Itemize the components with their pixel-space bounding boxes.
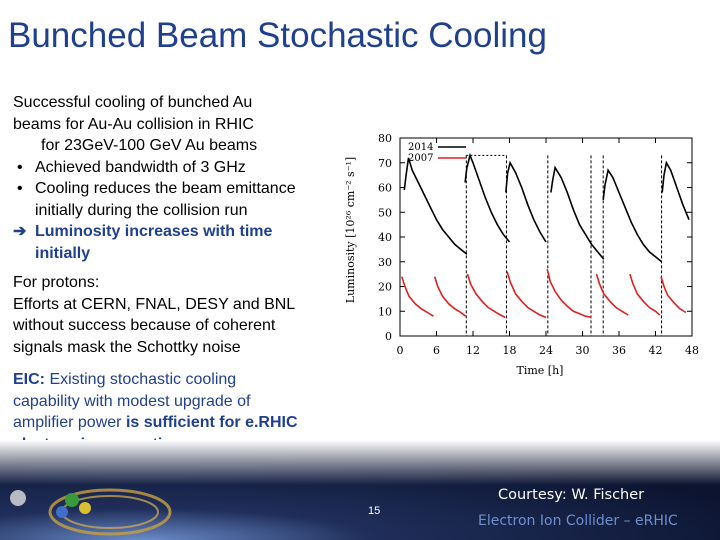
eic-line-1: Existing stochastic cooling <box>45 371 237 388</box>
protons-line-2: Efforts at CERN, FNAL, DESY and BNL <box>13 295 296 313</box>
protons-line-3: without success because of coherent <box>13 317 276 334</box>
y-tick-label: 20 <box>378 281 392 294</box>
series-2014-line <box>464 152 511 243</box>
y-tick-label: 10 <box>378 305 392 318</box>
luminosity-conclusion-a: Luminosity increases with time <box>35 223 273 240</box>
courtesy-note: Courtesy: W. Fischer <box>498 487 645 503</box>
luminosity-conclusion: ➔ Luminosity increases with time initial… <box>13 221 343 264</box>
arrow-icon: ➔ <box>13 223 27 240</box>
eic-line-2: capability with modest upgrade of <box>13 392 251 410</box>
luminosity-chart: 0 10 20 30 40 50 60 70 80 0 6 12 18 24 30 36 42 48 201420… <box>344 132 699 377</box>
series-2014-line <box>661 160 690 221</box>
protons-text: For protons: Efforts at CERN, FNAL, DESY… <box>13 272 353 358</box>
bullet-emittance: • Cooling reduces the beam emittance ini… <box>13 178 343 221</box>
protons-line-4: signals mask the Schottky noise <box>13 338 241 356</box>
footer-banner <box>0 440 720 540</box>
x-tick-label: 12 <box>466 344 480 357</box>
series-2007-line <box>506 271 547 319</box>
series-2007-line <box>595 273 629 316</box>
x-tick-label: 48 <box>685 344 699 357</box>
y-tick-label: 0 <box>385 330 392 343</box>
intro-text: Successful cooling of bunched Au beams f… <box>13 92 343 264</box>
y-tick-label: 80 <box>378 132 392 145</box>
y-tick-label: 30 <box>378 256 392 269</box>
x-tick-label: 6 <box>433 344 440 357</box>
series-2007-line <box>546 269 592 319</box>
x-tick-label: 0 <box>397 344 404 357</box>
bullet-marker: • <box>17 158 23 176</box>
eic-label: EIC: <box>13 371 45 388</box>
bullet-bandwidth-text: Achieved bandwidth of 3 GHz <box>35 158 246 176</box>
y-tick-label: 50 <box>378 206 392 219</box>
legend-label-2014: 2014 <box>408 142 433 153</box>
x-axis-label: Time [h] <box>517 364 564 377</box>
series-2007-line <box>660 276 687 314</box>
x-tick-label: 30 <box>576 344 590 357</box>
x-tick-label: 36 <box>612 344 626 357</box>
y-tick-label: 60 <box>378 182 392 195</box>
slide-title: Bunched Beam Stochastic Cooling <box>8 16 547 55</box>
intro-line-2: beams for Au-Au collision in RHIC <box>13 115 254 133</box>
page-number: 15 <box>368 505 381 517</box>
chart-series <box>401 152 690 319</box>
intro-line-1: Successful cooling of bunched Au <box>13 94 253 111</box>
series-2007-line <box>629 273 661 316</box>
x-tick-label: 24 <box>539 344 553 357</box>
chart-axes: 0 10 20 30 40 50 60 70 80 0 6 12 18 24 30 36 42 48 <box>378 132 699 357</box>
eic-line-3-bold: is sufficient for e.RHIC <box>125 414 298 431</box>
series-2007-line <box>401 276 434 317</box>
x-tick-label: 18 <box>503 344 517 357</box>
luminosity-conclusion-b: initially <box>35 244 91 262</box>
series-2007-line <box>466 273 506 319</box>
bullet-emittance-text-b: initially during the collision run <box>35 201 248 219</box>
series-2014-line <box>602 168 663 263</box>
y-tick-label: 70 <box>378 157 392 170</box>
bullet-marker: • <box>17 180 23 197</box>
series-2014-line <box>505 160 547 243</box>
series-2007-line <box>433 276 467 317</box>
x-tick-label: 42 <box>649 344 663 357</box>
series-2014-line <box>550 165 605 260</box>
bullet-emittance-text-a: Cooling reduces the beam emittance <box>35 180 296 197</box>
bullet-bandwidth: • Achieved bandwidth of 3 GHz <box>13 157 343 179</box>
series-2014-line <box>403 157 468 255</box>
y-tick-label: 40 <box>378 231 392 244</box>
intro-line-3: for 23GeV-100 GeV Au beams <box>41 137 258 154</box>
brand-logo: Electron Ion Collider – eRHIC <box>478 513 678 529</box>
store-markers <box>465 154 663 336</box>
y-axis-label: Luminosity [10²⁶ cm⁻² s⁻¹] <box>344 157 357 303</box>
protons-line-1: For protons: <box>13 274 100 291</box>
eic-line-3-plain: amplifier power <box>13 414 126 431</box>
collider-art-icon <box>10 488 172 536</box>
legend-label-2007: 2007 <box>408 153 433 164</box>
